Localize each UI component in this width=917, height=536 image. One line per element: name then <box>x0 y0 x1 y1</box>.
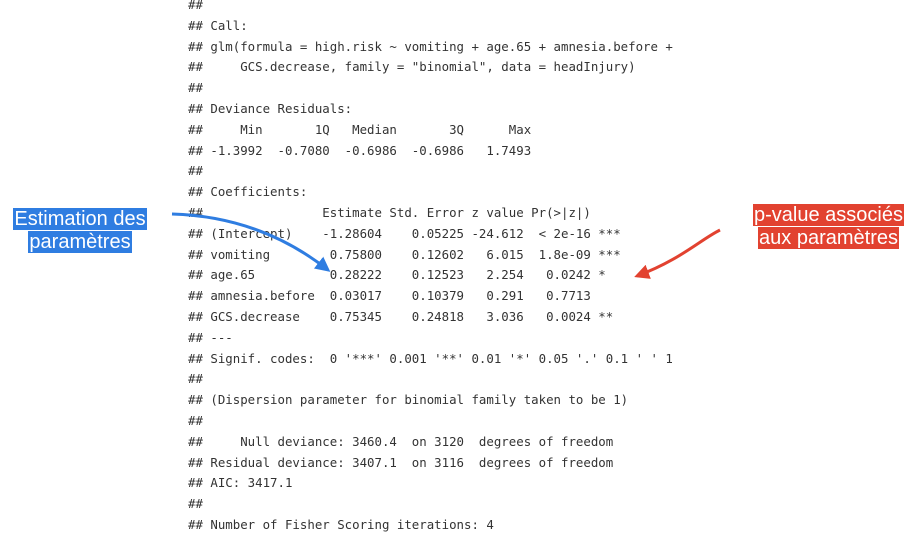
console-line: ## Number of Fisher Scoring iterations: … <box>188 516 494 532</box>
console-line: ## vomiting 0.75800 0.12602 6.015 1.8e-0… <box>188 246 621 262</box>
console-line: ## (Dispersion parameter for binomial fa… <box>188 392 629 408</box>
console-line: ## GCS.decrease, family = "binomial", da… <box>188 59 636 75</box>
console-line: ## amnesia.before 0.03017 0.10379 0.291 … <box>188 288 591 304</box>
console-line: ## --- <box>188 329 233 345</box>
console-line: ## -1.3992 -0.7080 -0.6986 -0.6986 1.749… <box>188 142 532 158</box>
console-line: ## <box>188 163 203 179</box>
console-line: ## Residual deviance: 3407.1 on 3116 deg… <box>188 454 614 470</box>
console-line: ## <box>188 496 203 512</box>
console-line: ## <box>188 371 203 387</box>
console-line: ## glm(formula = high.risk ~ vomiting + … <box>188 38 673 54</box>
console-line: ## Estimate Std. Error z value Pr(>|z|) <box>188 204 591 220</box>
console-line: ## age.65 0.28222 0.12523 2.254 0.0242 * <box>188 267 606 283</box>
console-line: ## <box>188 0 203 12</box>
console-line: ## <box>188 412 203 428</box>
console-line: ## Min 1Q Median 3Q Max <box>188 121 532 137</box>
console-line: ## Deviance Residuals: <box>188 100 353 116</box>
annotation-pvalues: p-value associés aux paramètres <box>740 204 917 250</box>
console-line: ## GCS.decrease 0.75345 0.24818 3.036 0.… <box>188 308 614 324</box>
console-line: ## Call: <box>188 17 248 33</box>
annotation-estimates: Estimation des paramètres <box>0 208 160 254</box>
r-console-output: ## ## Call: ## glm(formula = high.risk ~ v… <box>188 0 673 536</box>
console-line: ## AIC: 3417.1 <box>188 475 293 491</box>
console-line: ## (Intercept) -1.28604 0.05225 -24.612 … <box>188 225 621 241</box>
annotation-pvalues-line2: aux paramètres <box>758 227 899 249</box>
annotation-estimates-line2: paramètres <box>28 231 132 253</box>
console-line: ## <box>188 80 203 96</box>
console-line: ## Null deviance: 3460.4 on 3120 degrees… <box>188 433 614 449</box>
annotation-pvalues-line1: p-value associés <box>753 204 904 226</box>
console-line: ## Signif. codes: 0 '***' 0.001 '**' 0.0… <box>188 350 673 366</box>
console-line: ## Coefficients: <box>188 184 308 200</box>
annotation-estimates-line1: Estimation des <box>13 208 147 230</box>
